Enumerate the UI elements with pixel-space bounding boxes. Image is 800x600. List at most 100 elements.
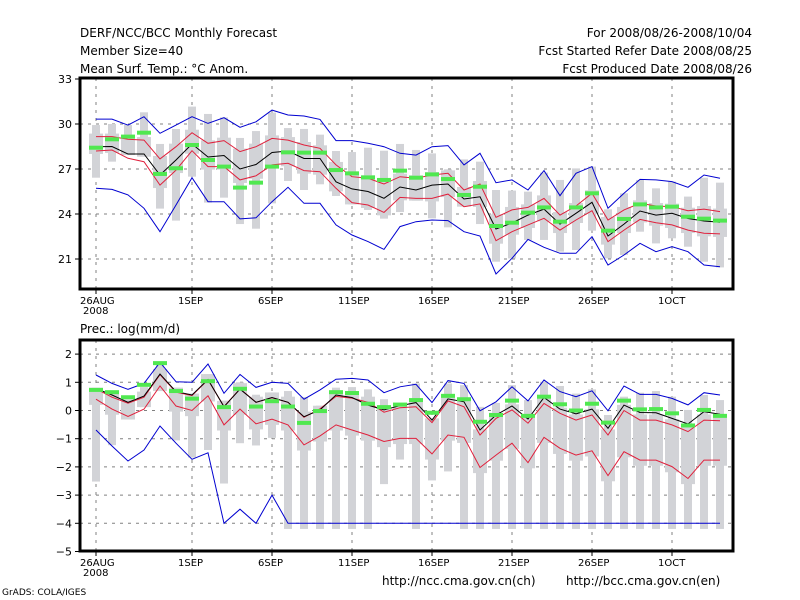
series-ensemble-mean bbox=[95, 373, 721, 431]
marker-point bbox=[425, 410, 439, 415]
range-box bbox=[457, 401, 471, 443]
range-bar bbox=[364, 389, 372, 529]
marker-point bbox=[441, 177, 455, 182]
range-box bbox=[681, 426, 695, 485]
marker-point bbox=[697, 216, 711, 221]
range-box bbox=[489, 412, 503, 461]
marker-point bbox=[553, 219, 567, 224]
marker-point bbox=[137, 130, 151, 135]
range-box bbox=[137, 137, 151, 157]
range-box bbox=[345, 392, 359, 436]
marker-point bbox=[313, 409, 327, 414]
marker-point bbox=[681, 214, 695, 219]
marker-point bbox=[521, 413, 535, 418]
y-tick-label: −4 bbox=[56, 517, 72, 530]
marker-point bbox=[217, 405, 231, 410]
marker-point bbox=[313, 150, 327, 155]
x-tick-label: 6SEP bbox=[258, 558, 283, 569]
y-tick-label: −2 bbox=[56, 461, 72, 474]
url-ch[interactable]: http://ncc.cma.gov.cn(ch) bbox=[382, 574, 536, 588]
series-max bbox=[96, 109, 721, 210]
x-tick-label: 11SEP bbox=[338, 296, 369, 307]
range-box bbox=[521, 204, 535, 228]
member-size: Member Size=40 bbox=[80, 44, 184, 58]
marker-point bbox=[665, 204, 679, 209]
range-box bbox=[425, 172, 439, 202]
marker-point bbox=[489, 413, 503, 418]
range-bar bbox=[332, 387, 340, 529]
range-box bbox=[633, 414, 647, 466]
y-tick-label: 33 bbox=[58, 73, 72, 86]
range-box bbox=[249, 143, 263, 179]
marker-point bbox=[665, 411, 679, 416]
series-min bbox=[95, 425, 720, 525]
range-box bbox=[297, 142, 311, 174]
range-box bbox=[393, 403, 407, 445]
marker-point bbox=[201, 379, 215, 384]
marker-point bbox=[169, 166, 183, 171]
range-box bbox=[569, 414, 583, 461]
range-box bbox=[617, 404, 631, 458]
range-bar bbox=[108, 391, 116, 446]
range-box bbox=[153, 369, 167, 392]
x-tick-label: 21SEP bbox=[498, 296, 529, 307]
series-ensemble-mean bbox=[95, 143, 721, 237]
range-box bbox=[697, 414, 711, 466]
range-bar bbox=[460, 385, 468, 529]
range-box bbox=[329, 390, 343, 431]
y-tick-label: −5 bbox=[56, 546, 72, 559]
y-tick-label: 30 bbox=[58, 118, 72, 131]
marker-point bbox=[233, 386, 247, 391]
range-box bbox=[217, 137, 231, 170]
y-tick-label: 24 bbox=[58, 208, 72, 221]
y-tick-label: −3 bbox=[56, 489, 72, 502]
marker-point bbox=[233, 185, 247, 190]
range-bar bbox=[300, 396, 308, 529]
range-bar bbox=[492, 402, 500, 529]
marker-point bbox=[169, 389, 183, 394]
range-bar bbox=[540, 381, 548, 529]
range-bar bbox=[92, 387, 100, 482]
range-box bbox=[265, 135, 279, 168]
x-tick-label: 26AUG bbox=[80, 558, 115, 569]
range-box bbox=[649, 414, 663, 466]
marker-point bbox=[89, 145, 103, 150]
range-box bbox=[201, 140, 215, 170]
range-box bbox=[553, 407, 567, 454]
y-tick-label: −1 bbox=[56, 433, 72, 446]
range-box bbox=[121, 136, 135, 156]
x-tick-label: 6SEP bbox=[258, 296, 283, 307]
range-bar bbox=[188, 393, 196, 458]
range-bar bbox=[588, 389, 596, 529]
range-bar bbox=[172, 387, 180, 441]
marker-point bbox=[201, 158, 215, 162]
marker-point bbox=[345, 171, 359, 176]
marker-point bbox=[137, 382, 151, 387]
range-bar bbox=[444, 169, 452, 228]
y-tick-label: 21 bbox=[58, 253, 72, 266]
url-en[interactable]: http://bcc.cma.gov.cn(en) bbox=[566, 574, 721, 588]
marker-point bbox=[89, 387, 103, 392]
marker-point bbox=[441, 393, 455, 398]
marker-point bbox=[121, 134, 135, 139]
marker-point bbox=[153, 361, 167, 366]
range-box bbox=[585, 409, 599, 457]
range-bar bbox=[252, 131, 260, 229]
range-box bbox=[313, 145, 327, 175]
marker-point bbox=[505, 220, 519, 225]
marker-point bbox=[585, 191, 599, 196]
forecast-period: For 2008/08/26-2008/10/04 bbox=[586, 26, 752, 40]
range-bar bbox=[460, 159, 468, 207]
precip-panel-title: Prec.: log(mm/d) bbox=[80, 322, 181, 336]
range-box bbox=[681, 207, 695, 234]
range-bar bbox=[508, 385, 516, 529]
marker-point bbox=[585, 401, 599, 406]
marker-point bbox=[121, 395, 135, 400]
marker-point bbox=[409, 398, 423, 403]
range-box bbox=[377, 406, 391, 448]
marker-point bbox=[217, 164, 231, 169]
marker-point bbox=[281, 150, 295, 155]
